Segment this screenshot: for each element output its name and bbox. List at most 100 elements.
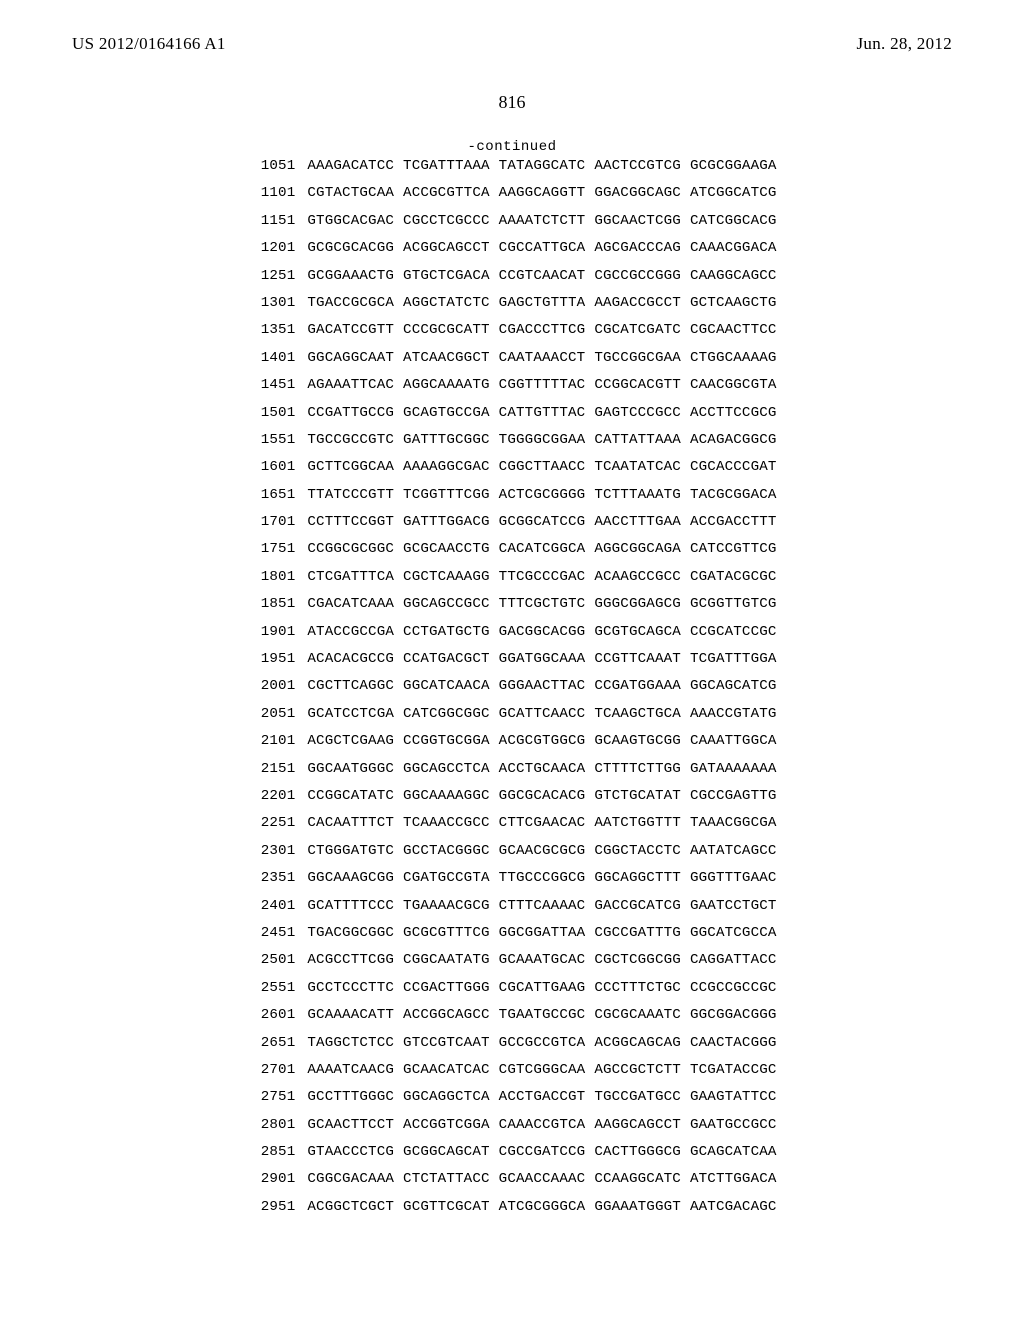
sequence-group: TGCCGATGCC xyxy=(594,1090,681,1104)
sequence-group: CGCCATTGCA xyxy=(499,241,586,255)
sequence-group: TACGCGGACA xyxy=(690,488,777,502)
sequence-group: GAATCCTGCT xyxy=(690,899,777,913)
sequence-group: CGGCAATATG xyxy=(403,953,490,967)
sequence-group: CACTTGGGCG xyxy=(594,1145,681,1159)
sequence-group: GCGCGTTTCG xyxy=(403,926,490,940)
sequence-group: GGCAGCATCG xyxy=(690,679,777,693)
sequence-group: AACCTTTGAA xyxy=(594,515,681,529)
publication-number: US 2012/0164166 A1 xyxy=(72,34,226,54)
sequence-row: 1451AGAAATTCACAGGCAAAATGCGGTTTTTACCCGGCA… xyxy=(247,378,776,392)
sequence-row: 2051GCATCCTCGACATCGGCGGCGCATTCAACCTCAAGC… xyxy=(247,707,776,721)
sequence-position: 2051 xyxy=(247,707,295,721)
sequence-group: GGACGGCAGC xyxy=(594,186,681,200)
sequence-group: AAAGACATCC xyxy=(307,159,394,173)
sequence-group: CCGGCGCGGC xyxy=(307,542,394,556)
sequence-group: CAATAAACCT xyxy=(499,351,586,365)
sequence-group: CATTATTAAA xyxy=(594,433,681,447)
sequence-group: GCTTCGGCAA xyxy=(307,460,394,474)
sequence-group: TATAGGCATC xyxy=(499,159,586,173)
sequence-group: CCGGCATATC xyxy=(307,789,394,803)
sequence-row: 1601GCTTCGGCAAAAAAGGCGACCGGCTTAACCTCAATA… xyxy=(247,460,776,474)
sequence-group: TCGATTTAAA xyxy=(403,159,490,173)
sequence-group: CGCATCGATC xyxy=(594,323,681,337)
sequence-group: TTCGCCCGAC xyxy=(499,570,586,584)
sequence-position: 1451 xyxy=(247,378,295,392)
sequence-position: 2001 xyxy=(247,679,295,693)
sequence-position: 2701 xyxy=(247,1063,295,1077)
sequence-position: 2751 xyxy=(247,1090,295,1104)
sequence-group: TCAAGCTGCA xyxy=(594,707,681,721)
sequence-group: TGACCGCGCA xyxy=(307,296,394,310)
sequence-group: GATTTGGACG xyxy=(403,515,490,529)
page: US 2012/0164166 A1 Jun. 28, 2012 816 -co… xyxy=(0,0,1024,1320)
sequence-row: 1151GTGGCACGACCGCCTCGCCCAAAATCTCTTGGCAAC… xyxy=(247,214,776,228)
sequence-row: 1801CTCGATTTCACGCTCAAAGGTTCGCCCGACACAAGC… xyxy=(247,570,776,584)
sequence-group: GCCTTTGGGC xyxy=(307,1090,394,1104)
sequence-group: CATCGGCACG xyxy=(690,214,777,228)
sequence-row: 1301TGACCGCGCAAGGCTATCTCGAGCTGTTTAAAGACC… xyxy=(247,296,776,310)
sequence-group: GGGCGGAGCG xyxy=(594,597,681,611)
sequence-group: CGCCGATTTG xyxy=(594,926,681,940)
sequence-group: ACCGGCAGCC xyxy=(403,1008,490,1022)
sequence-group: CCATGACGCT xyxy=(403,652,490,666)
sequence-row: 2351GGCAAAGCGGCGATGCCGTATTGCCCGGCGGGCAGG… xyxy=(247,871,776,885)
sequence-position: 1351 xyxy=(247,323,295,337)
sequence-group: AATCGACAGC xyxy=(690,1200,777,1214)
sequence-group: GCGTGCAGCA xyxy=(594,625,681,639)
sequence-position: 1701 xyxy=(247,515,295,529)
sequence-group: CTTTCAAAAC xyxy=(499,899,586,913)
sequence-position: 2351 xyxy=(247,871,295,885)
sequence-group: CGTACTGCAA xyxy=(307,186,394,200)
sequence-group: GGCAGGCAAT xyxy=(307,351,394,365)
sequence-position: 2501 xyxy=(247,953,295,967)
sequence-group: GCAACATCAC xyxy=(403,1063,490,1077)
sequence-group: GCATTTTCCC xyxy=(307,899,394,913)
sequence-group: CGATACGCGC xyxy=(690,570,777,584)
page-number: 816 xyxy=(0,92,1024,113)
sequence-group: TGAAAACGCG xyxy=(403,899,490,913)
sequence-position: 1751 xyxy=(247,542,295,556)
sequence-group: CAGGATTACC xyxy=(690,953,777,967)
sequence-group: GTCTGCATAT xyxy=(594,789,681,803)
sequence-group: GGCAAAGCGG xyxy=(307,871,394,885)
publication-date: Jun. 28, 2012 xyxy=(856,34,952,54)
sequence-group: CCGTCAACAT xyxy=(499,269,586,283)
sequence-group: ACGCTCGAAG xyxy=(307,734,394,748)
sequence-position: 2601 xyxy=(247,1008,295,1022)
sequence-group: GGCAACTCGG xyxy=(594,214,681,228)
sequence-group: ACCGGTCGGA xyxy=(403,1118,490,1132)
sequence-position: 2301 xyxy=(247,844,295,858)
sequence-group: GCAAGTGCGG xyxy=(594,734,681,748)
sequence-group: AGGCAAAATG xyxy=(403,378,490,392)
sequence-group: CGCCGCCGGG xyxy=(594,269,681,283)
sequence-group: GAATGCCGCC xyxy=(690,1118,777,1132)
sequence-group: AAGGCAGGTT xyxy=(499,186,586,200)
sequence-group: TCAAACCGCC xyxy=(403,816,490,830)
sequence-position: 1401 xyxy=(247,351,295,365)
sequence-group: ACCTGCAACA xyxy=(499,762,586,776)
sequence-group: TAGGCTCTCC xyxy=(307,1036,394,1050)
continued-label: -continued xyxy=(0,139,1024,155)
sequence-position: 1851 xyxy=(247,597,295,611)
sequence-position: 1101 xyxy=(247,186,295,200)
sequence-group: AAACCGTATG xyxy=(690,707,777,721)
sequence-group: ATCGGCATCG xyxy=(690,186,777,200)
sequence-group: GCGGAAACTG xyxy=(307,269,394,283)
sequence-position: 2551 xyxy=(247,981,295,995)
sequence-group: ACCTGACCGT xyxy=(499,1090,586,1104)
sequence-group: CATCGGCGGC xyxy=(403,707,490,721)
sequence-group: CGCCGATCCG xyxy=(499,1145,586,1159)
sequence-group: CTTTTCTTGG xyxy=(594,762,681,776)
sequence-group: GGCATCGCCA xyxy=(690,926,777,940)
sequence-row: 1051AAAGACATCCTCGATTTAAATATAGGCATCAACTCC… xyxy=(247,159,776,173)
sequence-group: GCATCCTCGA xyxy=(307,707,394,721)
sequence-group: GACGGCACGG xyxy=(499,625,586,639)
sequence-group: TGCCGCCGTC xyxy=(307,433,394,447)
sequence-group: ATCGCGGGCA xyxy=(499,1200,586,1214)
sequence-group: GGAAATGGGT xyxy=(594,1200,681,1214)
sequence-row: 1401GGCAGGCAATATCAACGGCTCAATAAACCTTGCCGG… xyxy=(247,351,776,365)
sequence-position: 1501 xyxy=(247,406,295,420)
sequence-row: 2601GCAAAACATTACCGGCAGCCTGAATGCCGCCGCGCA… xyxy=(247,1008,776,1022)
sequence-group: GAGTCCCGCC xyxy=(594,406,681,420)
sequence-position: 1951 xyxy=(247,652,295,666)
